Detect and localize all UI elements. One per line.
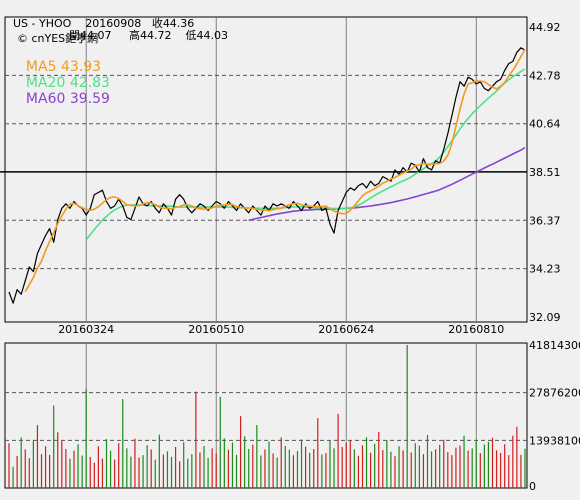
volume-y-tick-label: 27876200	[529, 387, 580, 400]
y-tick-label: 40.64	[529, 118, 561, 131]
volume-y-tick-label: 41814300	[529, 339, 580, 352]
ma20-label: MA20	[25, 75, 66, 91]
price-vertical-grid	[85, 17, 477, 322]
volume-horizontal-grid	[5, 392, 527, 441]
low-label: 低	[185, 29, 197, 42]
ma60-legend: MA60 39.59	[17, 75, 110, 107]
series-line-ma60	[248, 146, 526, 222]
ma5-legend: MA5 43.93	[17, 43, 101, 75]
volume-panel: 41814300 27876200 13938100 0	[4, 339, 580, 493]
open-label: 開	[69, 29, 80, 42]
x-tick-label: 20160324	[58, 323, 114, 336]
header-line-1: US - YHOO 20160908 收44.36	[6, 2, 194, 31]
ma5-label: MA5	[25, 59, 57, 75]
price-y-tick-labels: 44.92 42.78 40.64 38.51 36.37 34.23 32.09	[529, 21, 561, 324]
high-label: 高	[128, 29, 140, 42]
ma60-label: MA60	[25, 91, 66, 107]
ma60-value: 39.59	[69, 91, 110, 107]
x-tick-label: 20160624	[318, 323, 374, 336]
ma20-value: 42.83	[69, 75, 110, 91]
symbol: US - YHOO	[13, 17, 72, 30]
volume-y-tick-label: 0	[529, 480, 536, 493]
open-value: 44.07	[80, 29, 112, 42]
price-x-tick-labels: 20160324 20160510 20160624 20160810	[58, 323, 504, 336]
price-series-lines	[8, 47, 526, 304]
y-tick-label: 42.78	[529, 69, 561, 82]
y-tick-label: 34.23	[529, 263, 561, 276]
watermark: © cnYES鉅亨網	[17, 32, 99, 45]
x-tick-label: 20160810	[448, 323, 504, 336]
series-line-close	[8, 47, 526, 304]
high-value: 44.72	[139, 29, 172, 42]
header-line-2: 開44.07 高44.72 低44.03	[62, 14, 228, 43]
low-value: 44.03	[196, 29, 228, 42]
volume-bars	[8, 345, 526, 488]
price-horizontal-grid	[0, 74, 527, 270]
series-line-ma5	[24, 49, 526, 293]
y-tick-label: 32.09	[529, 311, 561, 324]
price-panel-frame	[4, 16, 528, 323]
volume-panel-frame	[4, 342, 528, 489]
y-tick-label: 44.92	[529, 21, 561, 34]
quote-date: 20160908	[85, 17, 142, 30]
volume-y-tick-labels: 41814300 27876200 13938100 0	[529, 339, 580, 493]
ma20-legend: MA20 42.83	[17, 59, 110, 91]
x-tick-label: 20160510	[188, 323, 244, 336]
price-panel: 44.92 42.78 40.64 38.51 36.37 34.23 32.09 2016…	[0, 16, 561, 336]
y-tick-label: 36.37	[529, 214, 561, 227]
close-label: 收	[151, 17, 163, 30]
volume-y-tick-label: 13938100	[529, 434, 580, 447]
ma5-value: 43.93	[60, 59, 102, 75]
close-value: 44.36	[162, 17, 195, 30]
y-tick-label: 38.51	[529, 166, 561, 179]
